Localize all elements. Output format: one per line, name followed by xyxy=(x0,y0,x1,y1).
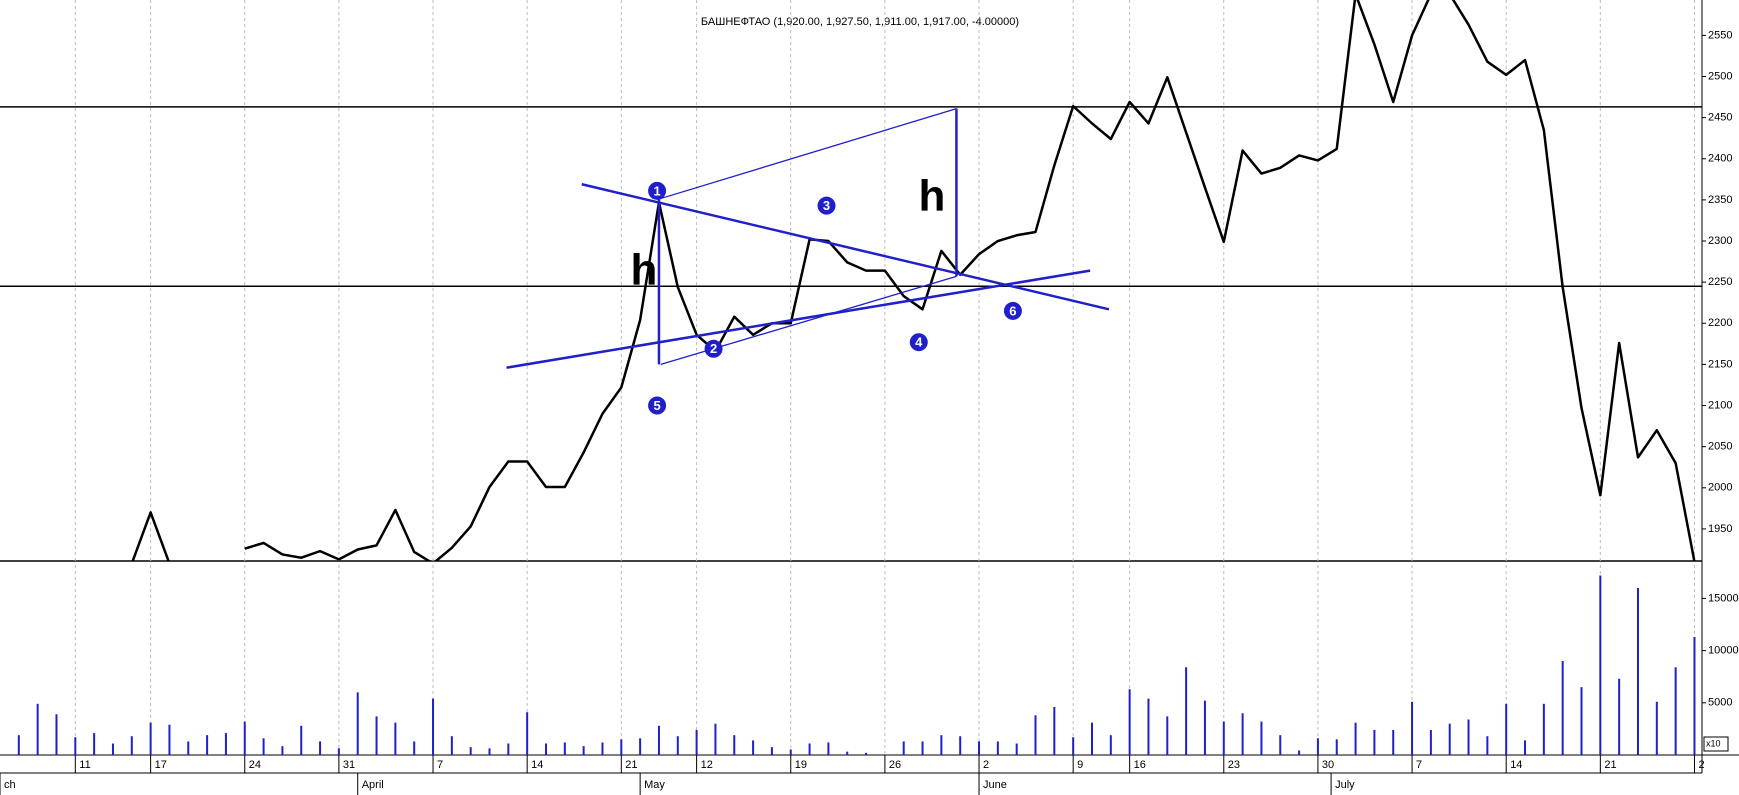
y-tick-label: 5000 xyxy=(1708,697,1732,709)
x-tick-label: 7 xyxy=(1416,759,1422,771)
x-tick-label: 7 xyxy=(437,759,443,771)
month-label: ch xyxy=(4,779,16,791)
x-tick-label: 26 xyxy=(889,759,901,771)
x-tick-label: 2 xyxy=(983,759,989,771)
point-marker xyxy=(648,396,667,415)
y-tick-label: 2450 xyxy=(1708,112,1732,124)
y-tick-label: 2550 xyxy=(1708,29,1732,41)
x-tick-label: 31 xyxy=(343,759,355,771)
x-tick-label: 21 xyxy=(625,759,637,771)
y-tick-label: 2250 xyxy=(1708,276,1732,288)
x-tick-label: 30 xyxy=(1322,759,1334,771)
point-label: 4 xyxy=(915,335,923,350)
h-label: h xyxy=(919,172,946,221)
price-line xyxy=(131,0,1696,561)
trend-line xyxy=(506,269,1091,369)
x-tick-label: 11 xyxy=(79,759,90,771)
price-plot xyxy=(131,0,1696,561)
point-label: 3 xyxy=(823,198,830,213)
x-tick-label: 2 xyxy=(1698,759,1704,771)
y-tick-label: 2300 xyxy=(1708,235,1732,247)
trend-line xyxy=(658,107,957,200)
trend-line xyxy=(581,183,1110,311)
x-tick-label: 24 xyxy=(249,759,261,771)
point-label: 6 xyxy=(1009,303,1016,318)
point-marker xyxy=(648,181,667,200)
x-tick-label: 21 xyxy=(1604,759,1616,771)
y-tick-label: 2500 xyxy=(1708,70,1732,82)
y-tick-label: 2350 xyxy=(1708,194,1732,206)
y-tick-label: 2200 xyxy=(1708,317,1732,329)
unit-box xyxy=(1703,736,1729,752)
x-tick-label: 23 xyxy=(1228,759,1240,771)
point-marker xyxy=(909,333,928,352)
x-tick-label: 17 xyxy=(155,759,167,771)
y-tick-label: 2400 xyxy=(1708,153,1732,165)
y-tick-label: 2100 xyxy=(1708,399,1732,411)
month-label: May xyxy=(644,779,665,791)
h-label: h xyxy=(630,246,657,295)
point-label: 2 xyxy=(710,341,717,356)
point-label: 5 xyxy=(653,398,660,413)
month-label: April xyxy=(362,779,384,791)
point-label: 1 xyxy=(653,183,660,198)
y-tick-label: 2150 xyxy=(1708,358,1732,370)
point-marker xyxy=(817,196,836,215)
y-tick-label: 1950 xyxy=(1708,523,1732,535)
x-tick-label: 14 xyxy=(1510,759,1522,771)
y-unit-label: x10 xyxy=(1706,738,1721,748)
point-marker xyxy=(1003,301,1022,320)
y-tick-label: 2000 xyxy=(1708,482,1732,494)
month-label: July xyxy=(1335,779,1355,791)
point-marker xyxy=(704,339,723,358)
y-tick-label: 2050 xyxy=(1708,441,1732,453)
x-tick-label: 12 xyxy=(701,759,713,771)
y-tick-label: 10000 xyxy=(1708,645,1739,657)
x-tick-label: 16 xyxy=(1134,759,1146,771)
month-label: June xyxy=(983,779,1007,791)
x-tick-label: 14 xyxy=(531,759,543,771)
x-tick-label: 9 xyxy=(1077,759,1083,771)
x-tick-label: 19 xyxy=(795,759,807,771)
y-tick-label: 15000 xyxy=(1708,592,1739,604)
chart-title: БАШНЕФТАО (1,920.00, 1,927.50, 1,911.00,… xyxy=(701,16,1019,28)
